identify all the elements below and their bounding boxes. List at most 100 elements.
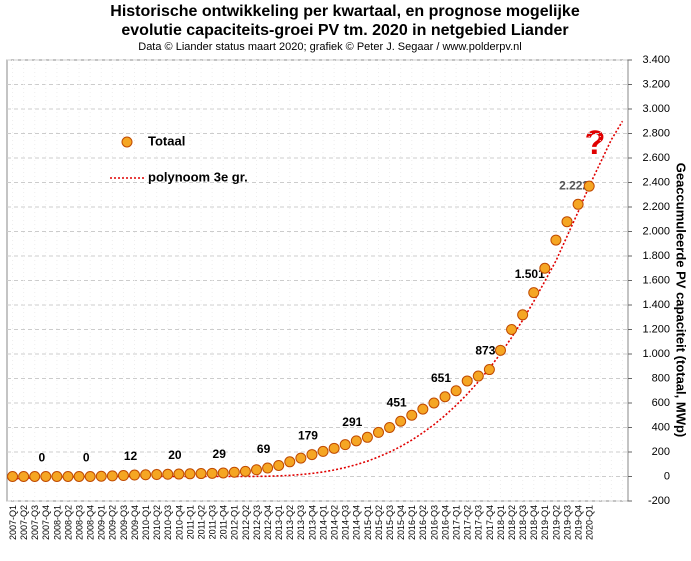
x-tick-label: 2013-Q2 [285,505,295,540]
data-point [295,452,307,464]
x-tick-label: 2015-Q1 [363,505,373,540]
chart-title: evolutie capaciteits-groei PV tm. 2020 i… [121,22,568,39]
x-tick-label: 2020-Q1 [585,505,595,540]
x-tick-label: 2015-Q3 [385,505,395,540]
data-point [550,234,562,246]
x-tick-label: 2008-Q1 [52,505,62,540]
data-point [406,409,418,421]
data-point [506,324,518,335]
data-point [173,468,185,480]
data-point [195,468,207,480]
data-point [84,471,96,482]
data-point [517,309,529,321]
data-point [151,469,163,481]
y-tick-label: 200 [652,446,670,458]
data-point [372,426,384,438]
x-tick-label: 2016-Q4 [440,505,450,540]
x-tick-label: 2011-Q1 [185,505,195,539]
y-tick-label: 3.400 [642,54,670,66]
x-tick-label: 2017-Q3 [474,505,484,540]
y-tick-label: 1.000 [642,348,670,360]
data-point [73,471,85,482]
x-tick-label: 2010-Q4 [174,505,184,540]
y-tick-label: 2.000 [642,225,670,237]
data-label: 0 [38,451,45,465]
x-tick-label: 2013-Q4 [307,505,317,540]
y-tick-label: -200 [648,495,670,507]
x-tick-label: 2012-Q2 [241,505,251,540]
y-tick-label: 1.800 [642,250,670,262]
data-point [239,465,251,477]
x-tick-label: 2009-Q4 [130,505,140,540]
y-tick-label: 1.200 [642,323,670,335]
x-tick-label: 2012-Q1 [230,505,240,540]
data-point [450,385,462,397]
x-tick-label: 2007-Q3 [30,505,40,540]
data-point [7,471,19,482]
data-point [62,471,74,482]
data-point [306,449,318,461]
y-tick-label: 1.600 [642,274,670,286]
data-point [95,470,107,482]
x-tick-label: 2012-Q3 [252,505,262,540]
data-point [140,469,152,481]
data-label: 20 [168,448,182,462]
x-tick-label: 2016-Q3 [429,505,439,540]
data-point [18,471,30,482]
x-tick-label: 2019-Q4 [573,505,583,540]
x-tick-label: 2014-Q1 [318,505,328,540]
data-point [328,442,340,454]
chart-title: Historische ontwikkeling per kwartaal, e… [110,3,580,20]
x-tick-label: 2018-Q1 [496,505,506,540]
data-point [361,431,373,443]
legend-marker [121,136,133,148]
data-point [572,198,584,210]
data-point [217,467,229,479]
data-point [583,180,595,192]
y-axis-label: Geaccumuleerde PV capaciteit (totaal, MW… [674,163,689,438]
y-tick-label: 800 [652,372,670,384]
annotation: ? [585,124,606,162]
x-tick-label: 2008-Q2 [63,505,73,540]
x-tick-label: 2009-Q3 [119,505,129,540]
data-point [417,403,429,415]
data-point [561,216,573,228]
data-point [472,370,484,382]
data-point [273,459,285,471]
data-label: 873 [475,344,495,358]
x-tick-label: 2007-Q1 [8,505,18,540]
y-tick-label: 0 [664,470,670,482]
data-point [339,439,351,451]
data-label: 291 [342,415,362,429]
data-point [494,344,506,356]
x-tick-label: 2008-Q3 [74,505,84,540]
x-tick-label: 2011-Q3 [208,505,218,539]
data-point [317,445,329,457]
x-tick-label: 2018-Q3 [518,505,528,540]
y-tick-label: 3.200 [642,78,670,90]
x-tick-label: 2017-Q2 [463,505,473,540]
x-tick-label: 2009-Q2 [108,505,118,540]
data-label: 2.222 [559,178,589,192]
data-point [206,467,218,479]
x-tick-label: 2015-Q2 [374,505,384,540]
data-label: 451 [387,395,407,409]
data-point [395,415,407,427]
x-tick-label: 2007-Q4 [41,505,51,540]
x-tick-label: 2017-Q4 [485,505,495,540]
y-tick-label: 2.600 [642,152,670,164]
x-tick-label: 2014-Q4 [352,505,362,540]
data-label: 12 [124,449,138,463]
data-point [228,466,240,478]
x-tick-label: 2010-Q2 [152,505,162,540]
x-tick-label: 2016-Q2 [418,505,428,540]
data-label: 69 [257,442,271,456]
x-tick-label: 2014-Q3 [341,505,351,540]
data-point [51,471,63,482]
x-tick-label: 2018-Q4 [529,505,539,540]
data-point [40,471,52,482]
data-point [528,287,540,299]
data-point [284,456,296,468]
data-label: 179 [298,429,318,443]
